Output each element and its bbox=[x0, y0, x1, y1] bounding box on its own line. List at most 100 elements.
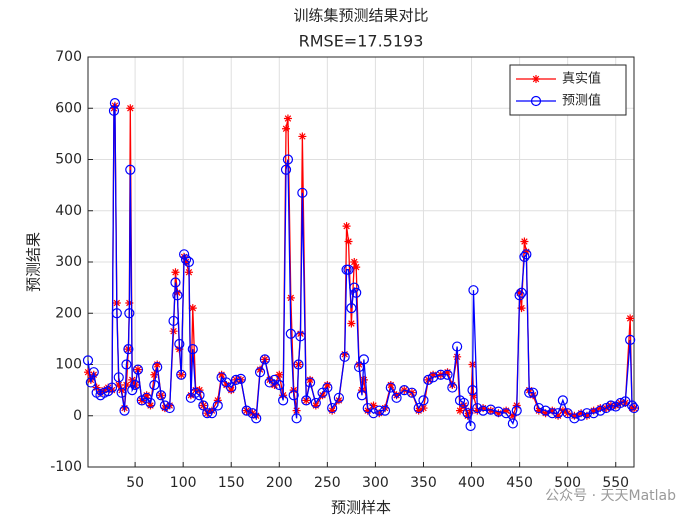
data-point bbox=[171, 268, 180, 277]
data-point bbox=[581, 408, 592, 419]
data-point bbox=[114, 381, 123, 389]
data-point bbox=[435, 369, 446, 380]
data-point bbox=[194, 390, 205, 401]
data-point bbox=[180, 254, 192, 265]
data-point bbox=[288, 390, 299, 401]
data-point bbox=[547, 408, 558, 419]
data-point bbox=[182, 258, 191, 266]
data-point bbox=[291, 413, 302, 424]
data-point bbox=[227, 386, 236, 395]
data-point bbox=[241, 405, 252, 416]
data-point bbox=[508, 411, 517, 420]
x-tick-label: 250 bbox=[314, 475, 341, 491]
data-point bbox=[628, 402, 640, 414]
data-point bbox=[558, 406, 567, 415]
y-tick-label: 600 bbox=[55, 100, 82, 116]
data-point bbox=[111, 308, 122, 319]
data-point bbox=[222, 381, 231, 389]
data-point bbox=[301, 395, 312, 406]
data-point bbox=[322, 382, 333, 393]
y-tick-label: 200 bbox=[55, 305, 82, 321]
data-point bbox=[562, 408, 573, 419]
data-point bbox=[625, 334, 636, 345]
data-point bbox=[507, 418, 518, 429]
data-point bbox=[588, 408, 599, 419]
data-point bbox=[595, 405, 606, 416]
data-point bbox=[168, 315, 179, 327]
y-tick-label: 300 bbox=[55, 254, 82, 270]
data-point bbox=[274, 379, 285, 391]
data-point bbox=[339, 351, 350, 362]
data-point bbox=[615, 397, 626, 409]
data-point bbox=[82, 355, 94, 366]
data-point bbox=[176, 369, 187, 380]
data-point bbox=[418, 395, 429, 406]
data-point bbox=[350, 258, 359, 266]
data-point bbox=[358, 354, 369, 365]
data-point bbox=[297, 187, 308, 198]
x-axis-label: 预测样本 bbox=[331, 499, 391, 517]
data-point bbox=[278, 395, 289, 406]
data-point bbox=[605, 400, 617, 411]
data-point bbox=[275, 370, 284, 379]
data-point bbox=[342, 222, 351, 231]
data-point bbox=[152, 361, 163, 373]
data-point bbox=[374, 405, 385, 416]
data-point bbox=[124, 308, 135, 319]
data-point bbox=[159, 400, 171, 411]
data-point bbox=[577, 409, 586, 418]
x-tick-label: 550 bbox=[602, 475, 629, 491]
data-point bbox=[256, 365, 265, 374]
data-point bbox=[298, 132, 307, 141]
data-point bbox=[596, 404, 605, 413]
data-point bbox=[119, 405, 130, 416]
data-point bbox=[502, 406, 511, 415]
legend-label: 真实值 bbox=[562, 71, 601, 87]
data-point bbox=[557, 395, 568, 406]
y-axis-label: 预测结果 bbox=[25, 232, 43, 292]
chart-title: 训练集预测结果对比 bbox=[293, 7, 428, 25]
data-point bbox=[318, 391, 327, 400]
x-tick-label: 450 bbox=[506, 475, 533, 491]
data-point bbox=[468, 285, 479, 296]
y-tick-label: 0 bbox=[73, 408, 82, 424]
data-point bbox=[423, 374, 434, 385]
data-point bbox=[429, 370, 438, 379]
data-point bbox=[251, 413, 262, 424]
x-tick-label: 100 bbox=[170, 475, 197, 491]
legend-marker bbox=[530, 95, 542, 107]
data-point bbox=[552, 408, 564, 419]
data-point bbox=[295, 331, 306, 342]
data-point bbox=[554, 411, 563, 420]
data-point bbox=[541, 409, 550, 418]
data-point bbox=[540, 405, 551, 416]
data-point bbox=[519, 251, 530, 262]
data-point bbox=[501, 408, 512, 419]
data-point bbox=[533, 402, 544, 414]
data-point bbox=[333, 392, 344, 403]
data-point bbox=[520, 237, 529, 246]
data-point bbox=[456, 406, 465, 415]
data-point bbox=[359, 375, 368, 384]
data-point bbox=[146, 401, 155, 410]
data-point bbox=[349, 282, 360, 293]
data-point bbox=[254, 367, 266, 378]
data-point bbox=[427, 372, 439, 383]
data-point bbox=[459, 401, 468, 410]
data-point bbox=[368, 408, 379, 419]
data-point bbox=[85, 377, 96, 388]
x-tick-label: 500 bbox=[554, 475, 581, 491]
data-point bbox=[548, 406, 557, 415]
data-point bbox=[334, 396, 343, 405]
data-point bbox=[282, 124, 291, 133]
data-point bbox=[125, 164, 136, 175]
x-tick-label: 400 bbox=[458, 475, 485, 491]
data-point bbox=[494, 409, 503, 418]
x-tick-label: 300 bbox=[362, 475, 389, 491]
data-point bbox=[353, 361, 365, 373]
data-point bbox=[150, 370, 159, 379]
watermark: 公众号 · 天天Matlab bbox=[545, 488, 676, 504]
data-point bbox=[414, 406, 423, 415]
data-point bbox=[570, 411, 579, 420]
